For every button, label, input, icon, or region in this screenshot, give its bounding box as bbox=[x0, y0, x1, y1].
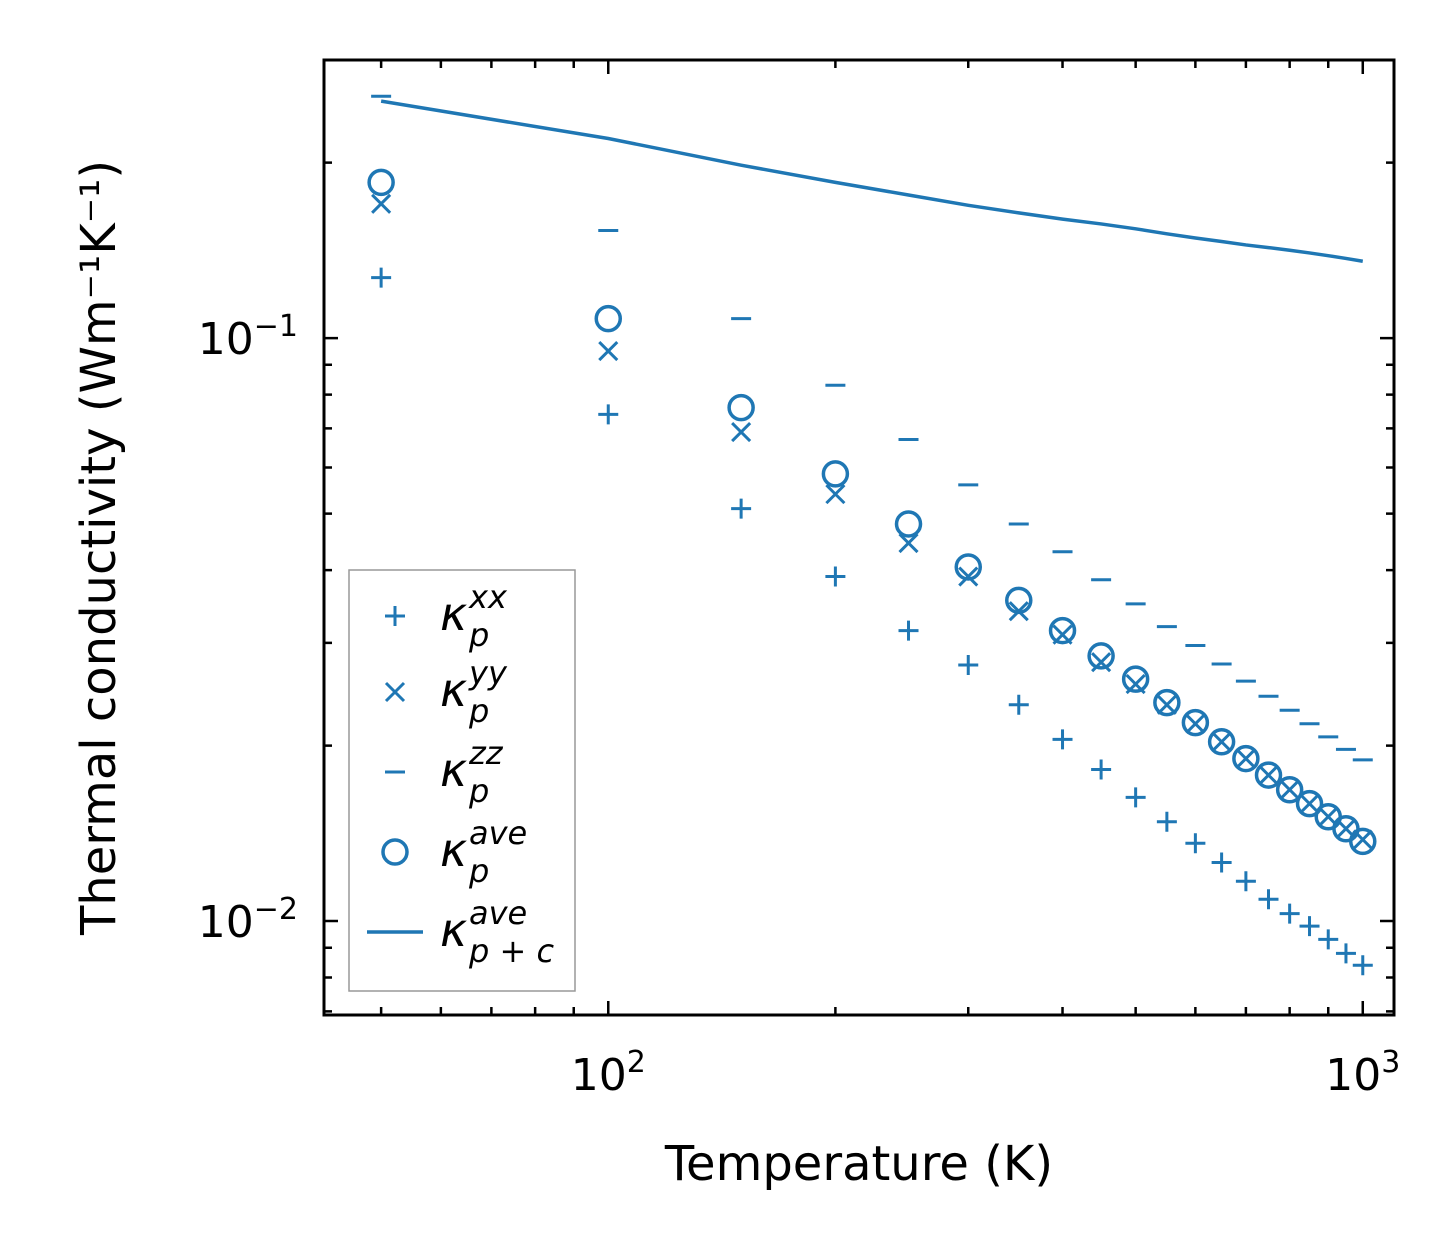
legend-label-kzz: κzz p bbox=[440, 734, 504, 810]
data-point-kyy bbox=[958, 566, 979, 587]
plot-area bbox=[367, 94, 1377, 976]
legend-label-base: κ bbox=[440, 587, 467, 641]
data-point-kxx bbox=[958, 654, 979, 675]
data-point-kxx bbox=[1211, 852, 1232, 873]
legend-label-sub: p bbox=[468, 616, 489, 654]
x-axis-title: Temperature (K) bbox=[664, 1136, 1053, 1192]
data-point-kxx bbox=[1156, 811, 1177, 832]
legend-label-sub: p bbox=[468, 852, 489, 890]
data-point-kxx bbox=[1335, 943, 1356, 964]
data-point-kyy bbox=[371, 193, 392, 214]
data-point-kave bbox=[1181, 708, 1210, 737]
y-tick-label: 10−2 bbox=[198, 892, 298, 948]
legend-box bbox=[348, 569, 576, 992]
legend-label-base: κ bbox=[440, 823, 467, 877]
legend-label-sup: ave bbox=[469, 894, 527, 932]
data-point-kxx bbox=[598, 404, 619, 425]
tick-base: 10 bbox=[198, 314, 254, 365]
legend-label-base: κ bbox=[440, 743, 467, 797]
data-point-kave bbox=[1087, 642, 1115, 670]
data-point-kyy bbox=[1156, 694, 1177, 715]
data-point-kave bbox=[1349, 827, 1377, 856]
legend-label-kave: κave p bbox=[440, 814, 527, 890]
data-point-kave bbox=[1153, 688, 1181, 717]
data-point-kave bbox=[1232, 744, 1260, 773]
tick-base: 10 bbox=[1325, 1050, 1381, 1101]
data-point-kave bbox=[1275, 775, 1304, 804]
data-point-kave bbox=[1207, 728, 1236, 756]
tick-base: 10 bbox=[571, 1050, 627, 1101]
data-point-kxx bbox=[1125, 787, 1146, 808]
data-point-kave bbox=[1295, 789, 1324, 818]
data-point-kyy bbox=[898, 533, 919, 554]
data-point-kxx bbox=[1318, 929, 1339, 950]
tick-exponent: −1 bbox=[254, 309, 298, 344]
data-point-kyy bbox=[1258, 765, 1279, 786]
data-point-kxx bbox=[1258, 889, 1279, 910]
x-tick-label: 103 bbox=[1325, 1045, 1400, 1101]
data-point-kyy bbox=[1185, 713, 1206, 734]
data-point-kxx bbox=[1279, 903, 1300, 924]
data-point-kxx bbox=[1008, 694, 1029, 715]
x-tick-label: 102 bbox=[571, 1045, 646, 1101]
data-point-kxx bbox=[731, 498, 752, 519]
legend-marker-kxx bbox=[385, 606, 405, 626]
data-point-kyy bbox=[825, 484, 846, 505]
legend-marker-kave bbox=[381, 838, 409, 866]
axis-labels: Temperature (K) Thermal conductivity (Wm… bbox=[71, 160, 1053, 1192]
data-point-kave bbox=[1121, 665, 1150, 693]
data-point-kxx bbox=[1185, 833, 1206, 854]
data-point-kave bbox=[821, 460, 850, 488]
data-point-kyy bbox=[731, 422, 752, 443]
series-line-kpc bbox=[380, 99, 1364, 263]
data-point-kave bbox=[727, 393, 755, 422]
legend-label-sup: xx bbox=[468, 578, 508, 616]
data-point-kxx bbox=[898, 620, 919, 641]
y-axis-title: Thermal conductivity (Wm⁻¹K⁻¹) bbox=[71, 160, 127, 936]
legend-label-kxx: κxx p bbox=[440, 578, 508, 654]
data-point-kyy bbox=[1279, 779, 1300, 800]
legend-label-sup: zz bbox=[468, 734, 504, 772]
data-point-kave bbox=[1048, 616, 1077, 645]
data-point-kyy bbox=[1235, 748, 1256, 769]
legend-label-sub: p + c bbox=[468, 932, 554, 970]
legend-label-kpc: κave p + c bbox=[440, 894, 554, 970]
legend-label-sup: yy bbox=[468, 654, 508, 692]
data-point-kave bbox=[954, 553, 983, 581]
legend-label-sub: p bbox=[468, 772, 489, 810]
tick-exponent: 2 bbox=[627, 1045, 646, 1080]
tick-exponent: 3 bbox=[1381, 1045, 1400, 1080]
data-point-kyy bbox=[1211, 731, 1232, 752]
data-point-kxx bbox=[1052, 729, 1073, 750]
data-point-kxx bbox=[1235, 871, 1256, 892]
data-point-kyy bbox=[598, 341, 619, 362]
data-point-kxx bbox=[1299, 916, 1320, 937]
legend-label-base: κ bbox=[440, 663, 467, 717]
legend-marker-kyy bbox=[384, 681, 406, 703]
data-point-kave bbox=[894, 510, 923, 538]
data-point-kave bbox=[594, 304, 623, 333]
legend-label-sub: p bbox=[468, 692, 489, 730]
legend-label-base: κ bbox=[440, 903, 467, 957]
data-point-kyy bbox=[1299, 793, 1320, 814]
y-tick-label: 10−1 bbox=[198, 309, 298, 365]
legend-label-sup: ave bbox=[469, 814, 527, 852]
data-point-kxx bbox=[1352, 955, 1373, 976]
tick-exponent: −2 bbox=[254, 892, 298, 927]
tick-base: 10 bbox=[198, 897, 254, 948]
data-point-kxx bbox=[1091, 759, 1112, 780]
legend-label-kyy: κyy p bbox=[440, 654, 508, 730]
plot-frame bbox=[322, 58, 1396, 1017]
data-point-kave bbox=[1005, 586, 1033, 615]
data-point-kxx bbox=[825, 566, 846, 587]
data-point-kave bbox=[1254, 761, 1283, 789]
data-point-kxx bbox=[371, 267, 392, 288]
data-point-kave bbox=[367, 168, 395, 197]
